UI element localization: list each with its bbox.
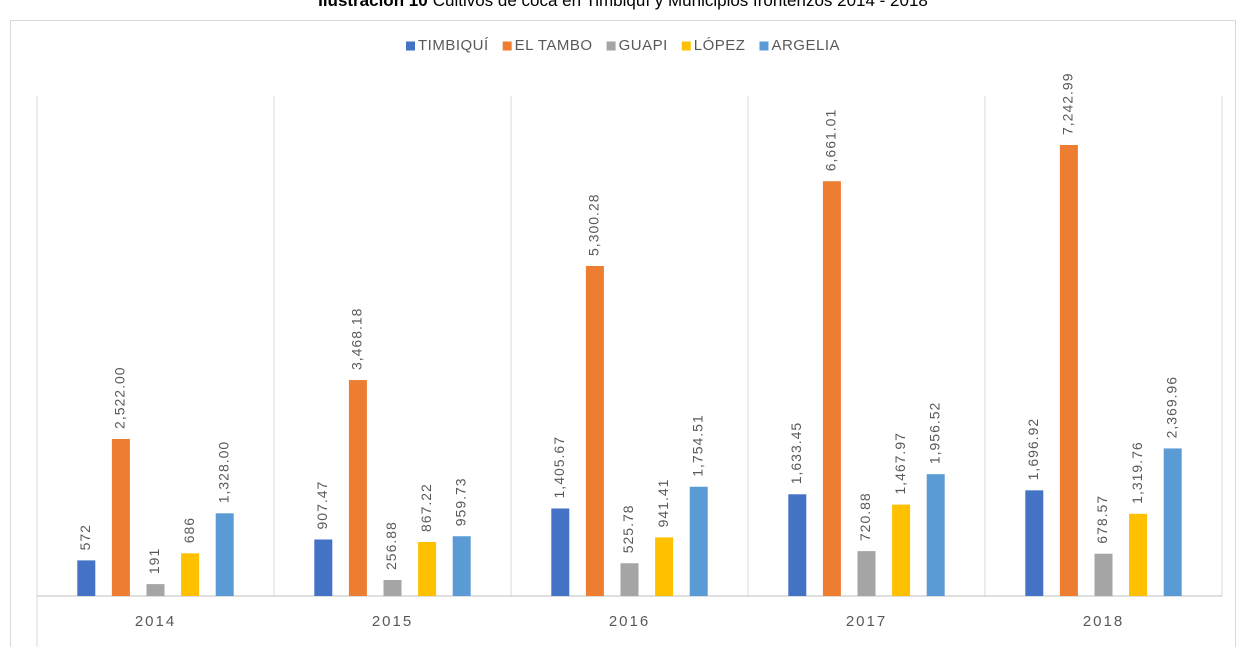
bar [452,536,471,596]
legend-label: ARGELIA [771,37,840,54]
data-label: 3,468.18 [349,308,365,371]
x-tick-label: 2017 [846,613,887,630]
bar [348,380,367,596]
data-label: 1,696.92 [1025,418,1041,481]
legend-swatch [406,41,415,51]
bar [146,584,165,596]
data-label: 1,319.76 [1129,441,1145,504]
data-label: 2,369.96 [1163,376,1179,439]
chart-caption: Ilustración 10 Cultivos de coca en Timbiq… [318,0,928,10]
bar [689,486,708,596]
data-label: 1,754.51 [689,414,705,477]
bar [1025,490,1044,596]
data-label: 686 [181,517,197,543]
x-tick-label: 2014 [135,613,176,630]
data-label: 1,467.97 [892,432,908,495]
legend-label: GUAPI [619,37,668,54]
chart-title: Cultivos de coca en Timbiquí y Municipio… [433,0,928,10]
bar [585,265,604,596]
bar [857,551,876,596]
data-label: 867.22 [418,483,434,532]
bar [1059,145,1078,596]
bar [215,513,234,596]
data-label: 941.41 [655,479,671,528]
legend-swatch [606,41,616,51]
bar [418,542,437,596]
data-label: 7,242.99 [1060,73,1076,136]
legend-label: TIMBIQUÍ [418,37,489,54]
data-label: 678.57 [1094,495,1110,544]
data-label: 5,300.28 [586,193,602,256]
data-label: 959.73 [452,477,468,526]
legend-label: LÓPEZ [694,37,746,54]
bar [788,494,807,596]
bar [551,508,570,596]
data-label: 1,405.67 [551,436,567,499]
bar [1163,448,1182,596]
bar [620,563,639,596]
data-label: 1,328.00 [215,441,231,503]
x-tick-label: 2015 [372,613,413,630]
bar [926,474,945,596]
chart-border [10,20,1236,647]
data-label: 1,956.52 [926,402,942,465]
legend-swatch [759,41,769,51]
data-label: 907.47 [314,481,330,530]
data-label: 572 [77,524,93,550]
x-tick-label: 2016 [609,613,650,630]
bar [181,553,200,596]
bar [314,539,333,596]
data-label: 1,633.45 [788,422,804,485]
legend-swatch [681,41,691,51]
bar [111,438,130,596]
data-label: 720.88 [857,492,873,541]
data-label: 2,522.00 [112,366,128,429]
legend-swatch [502,41,512,51]
data-label: 525.78 [620,504,636,553]
x-tick-label: 2018 [1083,613,1124,630]
caption-label: Ilustración 10 [318,0,428,10]
bar [1129,513,1148,596]
data-label: 256.88 [383,521,399,570]
bar [383,580,402,596]
legend: TIMBIQUÍ EL TAMBO GUAPI LÓPEZ ARGELIA [406,37,840,54]
bar [655,537,674,596]
bar [892,504,911,596]
data-label: 6,661.01 [823,109,839,172]
data-label: 191 [146,548,162,574]
bar [822,181,841,596]
bar [1094,553,1113,596]
legend-label: EL TAMBO [515,37,593,54]
bar [77,560,96,596]
